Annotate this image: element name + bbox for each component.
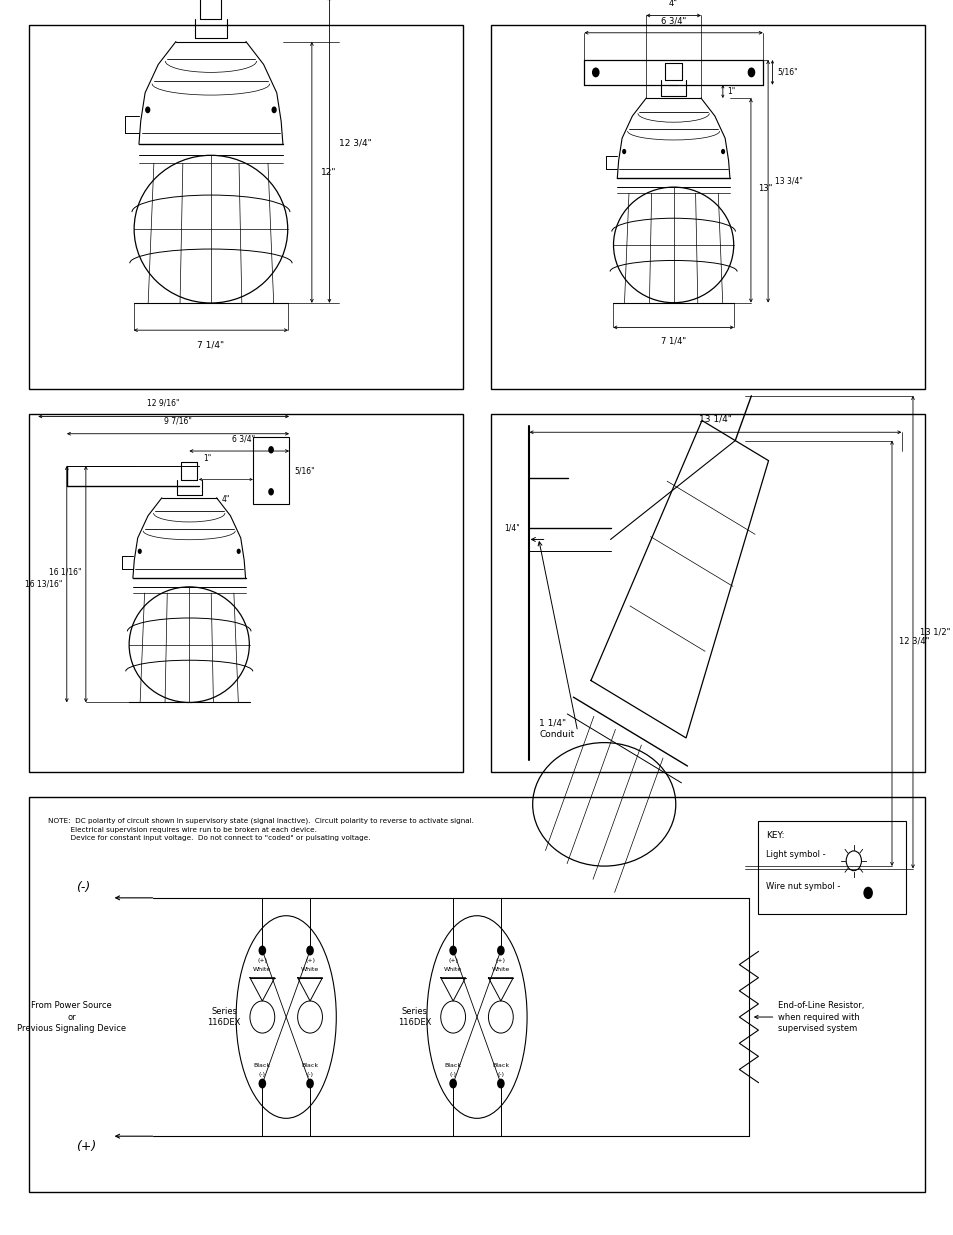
Text: 13 1/4": 13 1/4" [699,415,731,424]
Text: White: White [300,967,319,972]
Text: White: White [491,967,510,972]
Text: 13 3/4": 13 3/4" [774,177,801,185]
Circle shape [268,488,274,495]
Text: 5/16": 5/16" [294,467,314,475]
Circle shape [720,149,724,154]
Text: 1/4": 1/4" [503,524,519,532]
Circle shape [258,946,266,956]
Bar [758,821,905,914]
Bar [491,25,924,389]
Text: NOTE:  DC polarity of circuit shown in supervisory state (signal inactive).  Cir: NOTE: DC polarity of circuit shown in su… [48,818,473,841]
Text: 9 7/16": 9 7/16" [164,416,192,425]
Text: (+): (+) [257,958,267,963]
Text: (-): (-) [76,881,91,894]
Text: (+): (+) [76,1140,96,1153]
Text: 12 9/16": 12 9/16" [148,399,180,408]
Text: (+): (+) [496,958,505,963]
Circle shape [306,946,314,956]
Text: Black: Black [492,1062,509,1067]
Circle shape [449,1078,456,1088]
Text: 5/16": 5/16" [777,68,797,77]
Text: KEY:: KEY: [765,831,783,840]
Text: 12 3/4": 12 3/4" [898,636,928,646]
Circle shape [258,1078,266,1088]
Text: White: White [253,967,272,972]
Circle shape [449,946,456,956]
Text: Wire nut symbol -: Wire nut symbol - [765,882,840,892]
Text: Black: Black [253,1062,271,1067]
Text: 12": 12" [321,168,336,177]
Text: 7 1/4": 7 1/4" [197,340,224,350]
Text: (-): (-) [258,1072,266,1077]
Circle shape [747,68,755,78]
Circle shape [497,1078,504,1088]
Circle shape [306,1078,314,1088]
Text: Series
116DEX: Series 116DEX [398,1007,431,1028]
Text: 4": 4" [221,495,230,504]
Text: 4": 4" [668,0,678,9]
Circle shape [137,548,142,555]
Text: 12 3/4": 12 3/4" [338,140,372,148]
Text: 13 1/2": 13 1/2" [919,627,949,637]
Bar [29,25,462,389]
Circle shape [272,106,276,114]
Bar [491,414,924,772]
Text: (-): (-) [449,1072,456,1077]
Text: From Power Source
or
Previous Signaling Device: From Power Source or Previous Signaling … [17,1000,126,1034]
Bar [29,797,924,1192]
Text: Series
116DEX: Series 116DEX [208,1007,240,1028]
Text: White: White [443,967,462,972]
Text: Light symbol -: Light symbol - [765,850,824,860]
Text: 16 13/16": 16 13/16" [25,579,62,589]
Circle shape [862,887,872,899]
Text: Black: Black [444,1062,461,1067]
Bar [29,414,462,772]
Text: Black: Black [301,1062,318,1067]
Circle shape [236,548,240,555]
Text: (-): (-) [306,1072,314,1077]
Circle shape [145,106,151,114]
Text: 1": 1" [203,454,212,463]
Text: 1": 1" [727,86,735,96]
Text: (+): (+) [305,958,314,963]
Circle shape [621,149,625,154]
Circle shape [497,946,504,956]
Text: (-): (-) [497,1072,504,1077]
Bar [253,437,289,504]
Text: 1 1/4"
Conduit: 1 1/4" Conduit [538,719,574,739]
Text: 16 1/16": 16 1/16" [49,567,81,577]
Text: 13": 13" [757,184,771,193]
Text: 6 3/4": 6 3/4" [233,435,255,443]
Text: 7 1/4": 7 1/4" [660,336,685,345]
Text: 6 3/4": 6 3/4" [660,16,685,26]
Circle shape [268,446,274,453]
Text: (+): (+) [448,958,457,963]
Circle shape [591,68,598,78]
Text: End-of-Line Resistor,
when required with
supervised system: End-of-Line Resistor, when required with… [777,1000,863,1034]
